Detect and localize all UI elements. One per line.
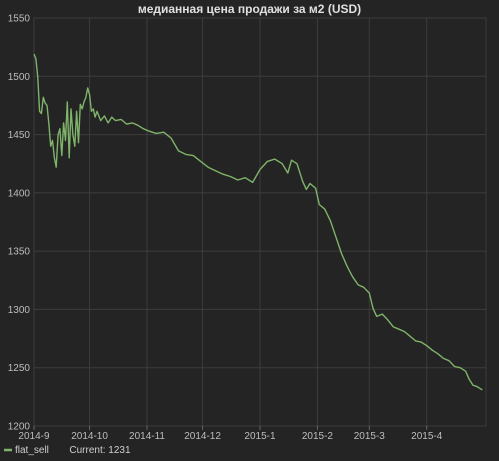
chart-title: медианная цена продажи за м2 (USD) — [137, 2, 362, 16]
series-line-flat_sell — [33, 53, 483, 391]
x-tick-label: 2014-10 — [71, 431, 108, 442]
x-tick-label: 2015-3 — [354, 431, 386, 442]
axis-layer: 1200 1250 1300 1350 1400 1450 1500 1550 2014-9 20… — [8, 14, 443, 443]
y-tick-label: 1400 — [8, 188, 31, 199]
x-tick-label: 2014-12 — [184, 431, 221, 442]
x-tick-label: 2015-2 — [302, 431, 334, 442]
grid-layer — [33, 17, 487, 427]
series-layer — [33, 53, 483, 391]
legend-current-value: Current: 1231 — [69, 445, 131, 456]
y-tick-label: 1550 — [8, 14, 31, 25]
legend-series-name: flat_sell — [15, 445, 49, 456]
x-tick-label: 2015-1 — [244, 431, 276, 442]
y-tick-label: 1250 — [8, 363, 31, 374]
x-tick-label: 2015-4 — [411, 431, 443, 442]
y-tick-label: 1200 — [8, 422, 31, 433]
y-tick-label: 1450 — [8, 130, 31, 141]
x-tick-label: 2014-9 — [18, 431, 50, 442]
y-tick-label: 1350 — [8, 247, 31, 258]
x-tick-label: 2014-11 — [129, 431, 165, 442]
y-tick-label: 1500 — [8, 72, 31, 83]
y-tick-label: 1300 — [8, 305, 31, 316]
legend[interactable]: flat_sell Current: 1231 — [4, 445, 131, 456]
